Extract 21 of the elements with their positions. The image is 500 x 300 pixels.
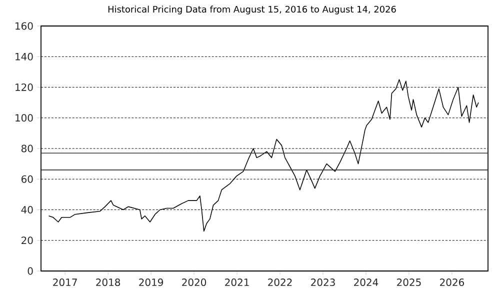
y-tick-label: 20 <box>22 236 33 244</box>
x-tick-label: 2017 <box>53 278 77 286</box>
x-tick-label: 2019 <box>139 278 164 286</box>
y-tick-label: 80 <box>21 144 33 152</box>
x-tick-label: 2022 <box>268 278 292 286</box>
chart-title: Historical Pricing Data from August 15, 2016 to August 14, 2026 <box>108 6 396 14</box>
y-tick-label: 160 <box>16 22 33 30</box>
y-tick-label: 100 <box>16 114 33 122</box>
y-tick-label: 120 <box>16 83 33 92</box>
x-tick-label: 2023 <box>311 278 335 286</box>
y-tick-label: 60 <box>22 175 33 183</box>
y-tick-label: 40 <box>21 206 33 214</box>
x-tick-label: 2024 <box>354 278 378 286</box>
line-series <box>48 79 479 232</box>
x-tick-label: 2018 <box>96 278 120 286</box>
x-tick-label: 2021 <box>225 278 249 286</box>
y-tick-label: 0 <box>28 267 33 275</box>
x-tick-label: 2026 <box>440 278 464 286</box>
y-tick-label: 140 <box>16 52 33 60</box>
x-tick-label: 2020 <box>182 278 206 286</box>
x-tick-label: 2025 <box>397 278 421 286</box>
